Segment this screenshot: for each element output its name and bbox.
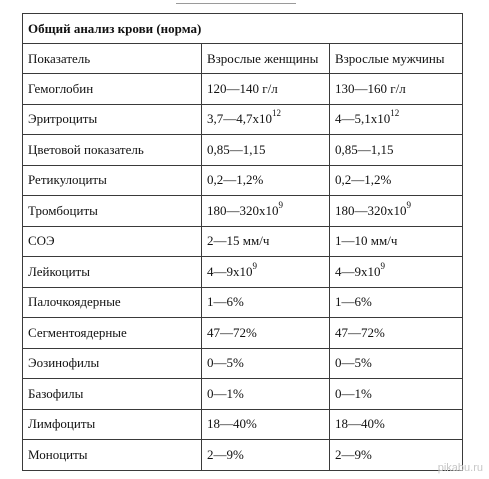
- cell-women: 2—9%: [201, 439, 330, 471]
- cell-indicator: Эритроциты: [22, 103, 202, 135]
- cell-men: 0—5%: [329, 347, 463, 379]
- cell-women-value: 47—72%: [207, 324, 257, 340]
- table-row: Лимфоциты 18—40% 18—40%: [22, 408, 463, 440]
- table-row: Палочкоядерные 1—6% 1—6%: [22, 286, 463, 318]
- cell-men: 0,2—1,2%: [329, 164, 463, 196]
- cell-indicator: Гемоглобин: [22, 73, 202, 105]
- header-men: Взрослые мужчины: [329, 43, 463, 74]
- table-row: Эритроциты 3,7—4,7x1012 4—5,1x1012: [22, 103, 463, 135]
- table-row: Гемоглобин 120—140 г/л 130—160 г/л: [22, 73, 463, 105]
- cell-women-value: 0,85—1,15: [207, 141, 266, 157]
- table-header-row: Показатель Взрослые женщины Взрослые муж…: [22, 43, 463, 74]
- table-row: СОЭ 2—15 мм/ч 1—10 мм/ч: [22, 225, 463, 257]
- cell-men: 2—9%: [329, 439, 463, 471]
- cell-men-value: 4—5,1x10: [335, 111, 391, 127]
- cell-men-value: 47—72%: [335, 324, 385, 340]
- cell-women: 0,2—1,2%: [201, 164, 330, 196]
- cropped-top-edge: [0, 0, 489, 8]
- cell-women: 180—320x109: [201, 195, 330, 227]
- cell-men: 0—1%: [329, 378, 463, 410]
- cell-men-value: 4—9x10: [335, 263, 381, 279]
- cell-women: 0—5%: [201, 347, 330, 379]
- cell-women-exponent: 9: [278, 199, 284, 210]
- table-row: Лейкоциты 4—9x109 4—9x109: [22, 256, 463, 288]
- cell-women: 1—6%: [201, 286, 330, 318]
- cell-indicator: Ретикулоциты: [22, 164, 202, 196]
- cell-men-value: 18—40%: [335, 416, 385, 432]
- cell-men-value: 2—9%: [335, 446, 372, 462]
- cell-men-value: 130—160 г/л: [335, 80, 406, 96]
- cell-indicator: Тромбоциты: [22, 195, 202, 227]
- watermark: pikabu.ru: [437, 462, 483, 474]
- cell-indicator: Базофилы: [22, 378, 202, 410]
- cell-indicator: Палочкоядерные: [22, 286, 202, 318]
- cell-men: 47—72%: [329, 317, 463, 349]
- cell-men-value: 180—320x10: [335, 202, 407, 218]
- cell-women-value: 18—40%: [207, 416, 257, 432]
- cell-men: 18—40%: [329, 408, 463, 440]
- cell-women: 120—140 г/л: [201, 73, 330, 105]
- cell-women-value: 1—6%: [207, 294, 244, 310]
- cell-men-value: 1—10 мм/ч: [335, 233, 398, 249]
- table-title-row: Общий анализ крови (норма): [22, 13, 463, 44]
- table-row: Ретикулоциты 0,2—1,2% 0,2—1,2%: [22, 164, 463, 196]
- cell-men: 4—5,1x1012: [329, 103, 463, 135]
- blood-norms-table: Общий анализ крови (норма) Показатель Вз…: [22, 13, 463, 471]
- cell-women: 4—9x109: [201, 256, 330, 288]
- table-row: Тромбоциты 180—320x109 180—320x109: [22, 195, 463, 227]
- header-indicator: Показатель: [22, 43, 202, 74]
- cell-women-value: 180—320x10: [207, 202, 279, 218]
- cell-men: 4—9x109: [329, 256, 463, 288]
- cell-indicator: Моноциты: [22, 439, 202, 471]
- cell-indicator: Лейкоциты: [22, 256, 202, 288]
- cell-indicator: Сегментоядерные: [22, 317, 202, 349]
- cell-women: 0—1%: [201, 378, 330, 410]
- cell-women-value: 0,2—1,2%: [207, 172, 264, 188]
- cell-men: 1—10 мм/ч: [329, 225, 463, 257]
- cell-women-value: 0—1%: [207, 385, 244, 401]
- cell-men-value: 0,85—1,15: [335, 141, 394, 157]
- cell-women-value: 2—15 мм/ч: [207, 233, 270, 249]
- cell-women-exponent: 12: [272, 108, 281, 119]
- cell-women: 18—40%: [201, 408, 330, 440]
- cell-women: 47—72%: [201, 317, 330, 349]
- cell-men-exponent: 12: [390, 108, 400, 119]
- table-row: Базофилы 0—1% 0—1%: [22, 378, 463, 410]
- cell-men-value: 0—1%: [335, 385, 372, 401]
- table-row: Моноциты 2—9% 2—9%: [22, 439, 463, 471]
- cell-women: 2—15 мм/ч: [201, 225, 330, 257]
- cell-men: 130—160 г/л: [329, 73, 463, 105]
- cell-men-exponent: 9: [406, 199, 412, 210]
- table-title: Общий анализ крови (норма): [22, 13, 463, 44]
- header-women: Взрослые женщины: [201, 43, 330, 74]
- cell-men: 0,85—1,15: [329, 134, 463, 166]
- cell-men-value: 0,2—1,2%: [335, 172, 392, 188]
- table-row: Цветовой показатель 0,85—1,15 0,85—1,15: [22, 134, 463, 166]
- cell-women-value: 3,7—4,7x10: [207, 111, 272, 127]
- cell-women-value: 0—5%: [207, 355, 244, 371]
- cell-women-exponent: 9: [252, 260, 258, 271]
- cell-men: 1—6%: [329, 286, 463, 318]
- cell-men-value: 1—6%: [335, 294, 372, 310]
- table-row: Сегментоядерные 47—72% 47—72%: [22, 317, 463, 349]
- cell-women: 0,85—1,15: [201, 134, 330, 166]
- cell-indicator: Лимфоциты: [22, 408, 202, 440]
- cell-women-value: 4—9x10: [207, 263, 253, 279]
- cell-men: 180—320x109: [329, 195, 463, 227]
- cell-indicator: СОЭ: [22, 225, 202, 257]
- cell-men-value: 0—5%: [335, 355, 372, 371]
- cell-women-value: 120—140 г/л: [207, 80, 278, 96]
- cell-indicator: Цветовой показатель: [22, 134, 202, 166]
- cell-men-exponent: 9: [380, 260, 386, 271]
- table-row: Эозинофилы 0—5% 0—5%: [22, 347, 463, 379]
- cell-women-value: 2—9%: [207, 446, 244, 462]
- cell-women: 3,7—4,7x1012: [201, 103, 330, 135]
- cell-indicator: Эозинофилы: [22, 347, 202, 379]
